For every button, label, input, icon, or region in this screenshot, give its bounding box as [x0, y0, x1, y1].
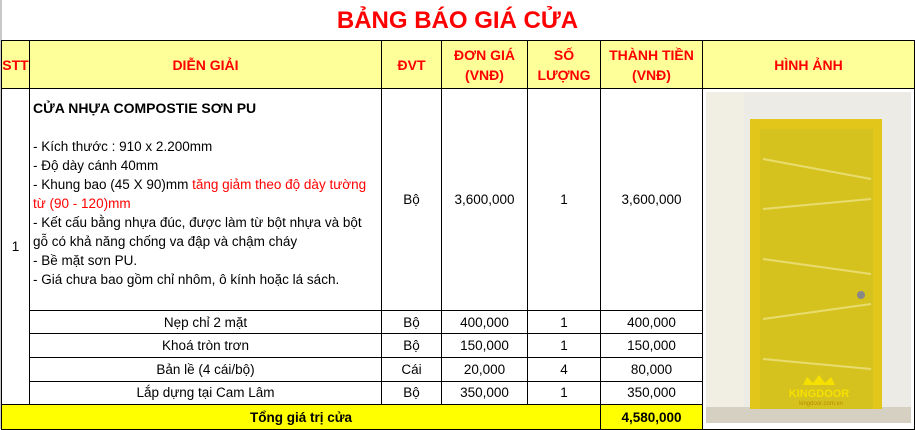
header-desc: DIỄN GIẢI	[29, 40, 382, 89]
cell-qty: 4	[527, 357, 601, 382]
crown-icon	[803, 375, 835, 385]
cell-desc: CỬA NHỰA COMPOSTIE SƠN PU - Kích thước :…	[29, 88, 382, 311]
cell-total: 350,000	[600, 380, 703, 406]
table-row: Nẹp chỉ 2 mặt Bộ 400,000 1 400,000	[2, 309, 915, 335]
header-image: HÌNH ẢNH	[702, 40, 915, 89]
cell-price: 400,000	[441, 309, 528, 335]
watermark: KINGDOOR	[789, 388, 850, 400]
cell-price: 20,000	[441, 357, 528, 382]
header-qty-l1: SỐ	[553, 46, 575, 63]
door-photo: KINGDOOR kingdoor.com.vn	[706, 92, 911, 423]
door-photo-cell: KINGDOOR kingdoor.com.vn	[702, 88, 915, 430]
header-total-l2: (VNĐ)	[632, 66, 671, 83]
cell-unit: Cái	[381, 357, 442, 382]
cell-qty: 1	[527, 333, 601, 359]
header-qty: SỐ LƯỢNG	[527, 40, 601, 89]
total-label: Tổng giá trị cửa	[1, 404, 601, 430]
spec-frame: - Khung bao (45 X 90)mm tăng giảm theo đ…	[33, 175, 378, 213]
spec-frame-text: - Khung bao (45 X 90)mm	[33, 177, 193, 192]
cell-price: 3,600,000	[441, 88, 528, 311]
product-name: CỬA NHỰA COMPOSTIE SƠN PU	[33, 100, 257, 116]
cell-desc: Lắp dựng tại Cam Lâm	[29, 380, 382, 406]
cell-desc: Bản lề (4 cái/bộ)	[29, 357, 382, 382]
cell-qty: 1	[527, 88, 601, 311]
spec-exclusion: - Giá chưa bao gồm chỉ nhôm, ô kính hoặc…	[33, 272, 340, 287]
cell-total: 80,000	[600, 357, 703, 382]
table-row-main: 1 CỬA NHỰA COMPOSTIE SƠN PU - Kích thước…	[1, 87, 915, 430]
spec-thickness: - Độ dày cánh 40mm	[33, 158, 159, 173]
cell-total: 150,000	[600, 333, 703, 359]
spec-structure: - Kết cấu bằng nhựa đúc, được làm từ bột…	[33, 215, 362, 249]
table-row: Bản lề (4 cái/bộ) Cái 20,000 4 80,000	[2, 357, 915, 382]
cell-unit: Bộ	[381, 333, 442, 359]
door-knob-icon	[857, 291, 865, 299]
cell-desc: Khoá tròn trơn	[29, 333, 382, 359]
header-price-l1: ĐƠN GIÁ	[454, 46, 515, 63]
header-total: THÀNH TIỀN (VNĐ)	[600, 40, 703, 89]
cell-unit: Bộ	[381, 88, 442, 311]
header-price: ĐƠN GIÁ (VNĐ)	[441, 40, 528, 89]
watermark-url: kingdoor.com.vn	[799, 401, 843, 407]
spec-size: - Kích thước : 910 x 2.200mm	[33, 139, 213, 154]
header-stt: STT	[1, 40, 30, 89]
page-title: BẢNG BÁO GIÁ CỬA	[336, 7, 579, 34]
total-row: Tổng giá trị cửa 4,580,000	[1, 404, 915, 430]
cell-price: 350,000	[441, 380, 528, 406]
spec-surface: - Bề mặt sơn PU.	[33, 253, 138, 268]
cell-desc: Nẹp chỉ 2 mặt	[29, 309, 382, 335]
header-price-l2: (VNĐ)	[465, 66, 504, 83]
cell-qty: 1	[527, 309, 601, 335]
header-qty-l2: LƯỢNG	[537, 66, 591, 83]
spec-frame-note: tăng giảm theo độ dày tường từ (90 - 120…	[33, 177, 367, 211]
cell-price: 150,000	[441, 333, 528, 359]
cell-unit: Bộ	[381, 380, 442, 406]
cell-stt: 1	[1, 87, 30, 406]
cell-qty: 1	[527, 380, 601, 406]
price-table: STT DIỄN GIẢI ĐVT ĐƠN GIÁ (VNĐ) SỐ LƯỢNG T…	[1, 40, 915, 430]
total-value: 4,580,000	[600, 404, 703, 430]
table-row: Khoá tròn trơn Bộ 150,000 1 150,000	[2, 333, 915, 359]
header-row: STT DIỄN GIẢI ĐVT ĐƠN GIÁ (VNĐ) SỐ LƯỢNG T…	[1, 40, 915, 89]
cell-total: 3,600,000	[600, 88, 703, 311]
cell-total: 400,000	[600, 309, 703, 335]
header-total-l1: THÀNH TIỀN	[609, 46, 694, 63]
cell-unit: Bộ	[381, 309, 442, 335]
header-unit: ĐVT	[381, 40, 442, 89]
